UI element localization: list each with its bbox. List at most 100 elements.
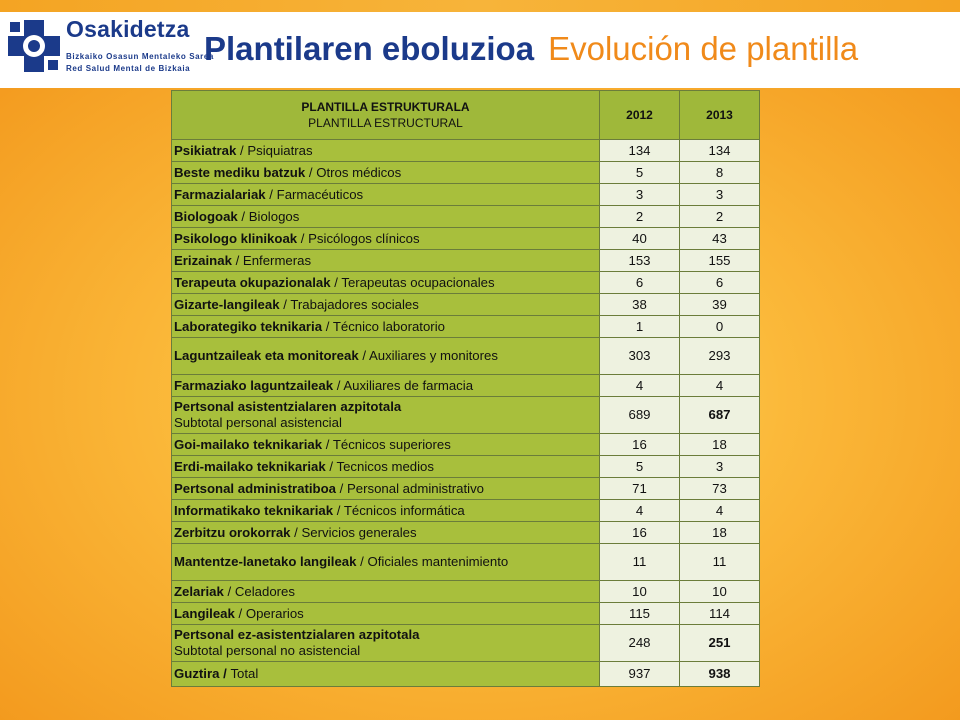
value-y2013: 0	[679, 315, 760, 338]
label-spanish: Técnicos superiores	[332, 436, 451, 452]
label-separator: /	[234, 605, 246, 621]
row-label: Guztira / Total	[171, 661, 600, 687]
osakidetza-logo-icon	[8, 20, 60, 72]
label-spanish: Operarios	[245, 605, 304, 621]
value-y2013: 155	[679, 249, 760, 272]
label-basque: Informatikako teknikariak	[174, 502, 334, 518]
logo: Osakidetza Bizkaiko Osasun Mentaleko Sar…	[6, 14, 213, 82]
label-spanish: Enfermeras	[242, 252, 312, 268]
label-spanish: Farmacéuticos	[276, 186, 364, 202]
staff-table: PLANTILLA ESTRUKTURALA PLANTILLA ESTRUCT…	[171, 90, 760, 687]
label-basque: Farmaziako laguntzaileak	[174, 377, 334, 393]
value-y2012: 16	[599, 433, 680, 456]
header-es: PLANTILLA ESTRUCTURAL	[308, 116, 463, 130]
label-separator: /	[236, 142, 248, 158]
row-label: Laborategiko teknikaria / Técnico labora…	[171, 315, 600, 338]
table-row: Mantentze-lanetako langileak / Oficiales…	[171, 543, 760, 581]
label-separator: /	[237, 208, 249, 224]
label-spanish: Subtotal personal asistencial	[174, 415, 342, 430]
label-basque: Psikologo klinikoak	[174, 230, 298, 246]
row-label: Erizainak / Enfermeras	[171, 249, 600, 272]
label-basque: Laguntzaileak eta monitoreak	[174, 348, 359, 363]
table-row: Terapeuta okupazionalak / Terapeutas ocu…	[171, 271, 760, 294]
label-separator: /	[333, 502, 344, 518]
label-spanish: Tecnicos medios	[336, 458, 434, 474]
value-y2013: 687	[679, 396, 760, 434]
title-spanish: Evolución de plantilla	[548, 30, 859, 67]
value-y2013: 938	[679, 661, 760, 687]
label-spanish: Técnicos informática	[343, 502, 465, 518]
row-label: Psikiatrak / Psiquiatras	[171, 139, 600, 162]
table-row: Goi-mailako teknikariak / Técnicos super…	[171, 433, 760, 456]
value-y2013: 10	[679, 580, 760, 603]
label-basque: Biologoak	[174, 208, 238, 224]
row-label: Beste mediku batzuk / Otros médicos	[171, 161, 600, 184]
label-spanish: Auxiliares y monitores	[368, 348, 498, 363]
label-spanish: Auxiliares de farmacia	[343, 377, 474, 393]
label-basque: Goi-mailako teknikariak	[174, 436, 323, 452]
row-label: Terapeuta okupazionalak / Terapeutas ocu…	[171, 271, 600, 294]
label-separator: /	[333, 377, 344, 393]
label-basque: Pertsonal administratiboa	[174, 480, 336, 496]
label-separator: /	[305, 164, 317, 180]
label-spanish: Total	[230, 666, 259, 681]
value-y2013: 2	[679, 205, 760, 228]
value-y2012: 248	[599, 624, 680, 662]
value-y2013: 293	[679, 337, 760, 375]
table-row: Pertsonal administratiboa / Personal adm…	[171, 477, 760, 500]
label-spanish: Técnico laboratorio	[332, 318, 445, 334]
table-row: Biologoak / Biologos 2 2	[171, 205, 760, 228]
value-y2012: 153	[599, 249, 680, 272]
table-body: Psikiatrak / Psiquiatras 134 134 Beste medi…	[171, 139, 760, 687]
row-label: Langileak / Operarios	[171, 602, 600, 625]
label-separator: /	[265, 186, 277, 202]
label-basque: Zelariak	[174, 583, 224, 599]
label-separator: /	[330, 274, 342, 290]
value-y2013: 11	[679, 543, 760, 581]
label-spanish: Psicólogos clínicos	[308, 230, 420, 246]
row-label: Farmaziako laguntzaileak / Auxiliares de…	[171, 374, 600, 397]
table-row: Gizarte-langileak / Trabajadores sociale…	[171, 293, 760, 316]
table-row: Informatikako teknikariak / Técnicos inf…	[171, 499, 760, 522]
value-y2013: 6	[679, 271, 760, 294]
row-label: Pertsonal ez-asistentzialaren azpitotala…	[171, 624, 600, 662]
value-y2012: 71	[599, 477, 680, 500]
value-y2013: 73	[679, 477, 760, 500]
row-label: Gizarte-langileak / Trabajadores sociale…	[171, 293, 600, 316]
table-row: Beste mediku batzuk / Otros médicos 5 8	[171, 161, 760, 184]
row-label: Pertsonal asistentzialaren azpitotala Sub…	[171, 396, 600, 434]
value-y2013: 251	[679, 624, 760, 662]
label-spanish: Subtotal personal no asistencial	[174, 643, 361, 658]
value-y2013: 39	[679, 293, 760, 316]
value-y2013: 114	[679, 602, 760, 625]
label-separator: /	[279, 296, 291, 312]
table-row: Guztira / Total 937 938	[171, 661, 760, 687]
label-basque: Farmazialariak	[174, 186, 266, 202]
table-row: Erizainak / Enfermeras 153 155	[171, 249, 760, 272]
label-spanish: Servicios generales	[301, 524, 417, 540]
row-label: Psikologo klinikoak / Psicólogos clínico…	[171, 227, 600, 250]
label-spanish: Oficiales mantenimiento	[367, 554, 509, 569]
table-row: Psikologo klinikoak / Psicólogos clínico…	[171, 227, 760, 250]
table-row: Zelariak / Celadores 10 10	[171, 580, 760, 603]
value-y2012: 11	[599, 543, 680, 581]
label-spanish: Biologos	[248, 208, 300, 224]
label-separator: /	[322, 436, 333, 452]
table-row: Laborategiko teknikaria / Técnico labora…	[171, 315, 760, 338]
label-basque: Langileak	[174, 605, 235, 621]
title-basque: Plantilaren eboluzioa	[204, 30, 535, 67]
label-basque: Beste mediku batzuk	[174, 164, 306, 180]
value-y2012: 3	[599, 183, 680, 206]
value-y2013: 8	[679, 161, 760, 184]
label-basque: Pertsonal ez-asistentzialaren azpitotala	[174, 627, 420, 642]
table-header-label: PLANTILLA ESTRUKTURALA PLANTILLA ESTRUCT…	[171, 90, 600, 140]
value-y2013: 3	[679, 455, 760, 478]
value-y2012: 134	[599, 139, 680, 162]
label-basque: Psikiatrak	[174, 142, 237, 158]
label-separator: /	[358, 348, 369, 363]
year-header-2012: 2012	[599, 90, 680, 140]
value-y2013: 3	[679, 183, 760, 206]
label-separator: /	[297, 230, 309, 246]
label-separator: /	[223, 583, 235, 599]
value-y2012: 1	[599, 315, 680, 338]
